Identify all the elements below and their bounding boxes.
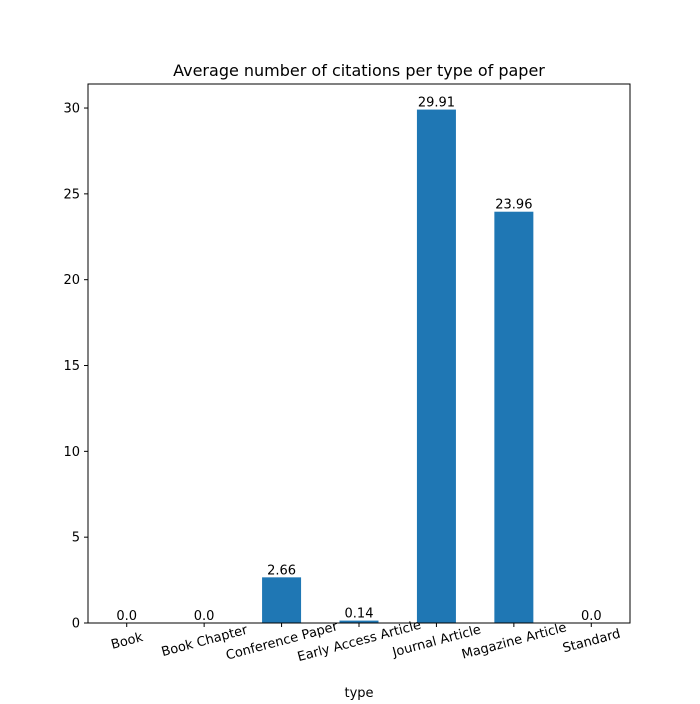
bar-value-label: 23.96	[495, 198, 532, 213]
x-tick-label: Standard	[561, 627, 622, 657]
x-tick-label: Book	[110, 630, 146, 653]
y-tick-label: 15	[63, 359, 80, 374]
bar-value-label: 0.14	[345, 607, 374, 622]
bar	[262, 577, 302, 623]
y-tick-label: 5	[72, 531, 80, 546]
x-axis-label: type	[344, 686, 373, 700]
bar-value-label: 0.0	[116, 609, 137, 624]
chart-title: Average number of citations per type of …	[173, 61, 545, 80]
bar-value-label: 0.0	[194, 609, 215, 624]
y-tick-label: 0	[72, 617, 80, 632]
bar-value-label: 0.0	[581, 609, 602, 624]
y-tick-label: 25	[63, 187, 80, 202]
bar-value-label: 29.91	[418, 96, 455, 111]
bar-value-label: 2.66	[267, 563, 296, 578]
y-tick-label: 10	[63, 445, 80, 460]
y-tick-label: 30	[63, 102, 80, 117]
bar	[339, 620, 379, 623]
plot-frame	[87, 83, 631, 624]
y-tick-label: 20	[63, 273, 80, 288]
bar	[416, 109, 456, 623]
plot-area: 0.0 0.0 2.66 0.14 29.91 23.96 0.0 0 5 10 15 20 25 30 B…	[63, 83, 631, 665]
bar	[494, 211, 534, 623]
